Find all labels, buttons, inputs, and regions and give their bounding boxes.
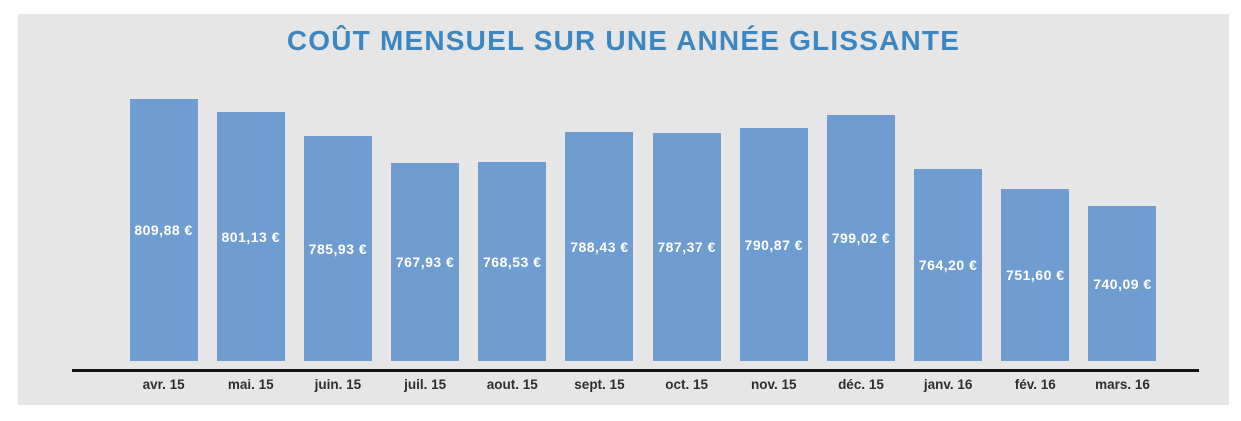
bar-value-label: 799,02 € xyxy=(831,230,891,246)
bar: 767,93 € xyxy=(391,163,460,361)
bar-area: 801,13 € xyxy=(207,83,294,361)
x-axis-tick-label: oct. 15 xyxy=(665,377,708,392)
bar: 788,43 € xyxy=(565,132,634,361)
bar-value-label: 801,13 € xyxy=(221,228,280,245)
x-axis-tick-label: janv. 16 xyxy=(923,377,973,392)
bar-column: 787,37 € oct. 15 xyxy=(643,83,730,392)
bar-column: 790,87 € nov. 15 xyxy=(730,83,817,392)
bar-value-label: 790,87 € xyxy=(744,236,804,253)
bar-area: 764,20 € xyxy=(905,83,992,361)
bar: 809,88 € xyxy=(129,99,198,361)
bar-column: 785,93 € juin. 15 xyxy=(294,83,381,392)
bar-area: 788,43 € xyxy=(556,83,643,361)
bar-column: 809,88 € avr. 15 xyxy=(120,83,207,392)
x-axis-tick-label: mars. 16 xyxy=(1095,377,1150,392)
bar-value-label: 751,60 € xyxy=(1006,267,1065,283)
bar: 787,37 € xyxy=(652,133,721,361)
bar-area: 787,37 € xyxy=(643,83,730,361)
chart-panel: COÛT MENSUEL SUR UNE ANNÉE GLISSANTE 809… xyxy=(18,14,1229,405)
bar-value-label: 767,93 € xyxy=(395,254,455,270)
bar: 740,09 € xyxy=(1088,206,1157,361)
bar-column: 764,20 € janv. 16 xyxy=(905,83,992,392)
bar-column: 788,43 € sept. 15 xyxy=(556,83,643,392)
bar-area: 767,93 € xyxy=(382,83,469,361)
bar-area: 790,87 € xyxy=(730,83,817,361)
bar-value-label: 787,37 € xyxy=(657,239,716,255)
bar-area: 768,53 € xyxy=(469,83,556,361)
x-axis-tick-label: mai. 15 xyxy=(227,377,274,392)
bar-column: 740,09 € mars. 16 xyxy=(1079,83,1166,392)
bar-column: 751,60 € fév. 16 xyxy=(992,83,1079,392)
bar: 785,93 € xyxy=(303,136,372,361)
bar-value-label: 768,53 € xyxy=(483,253,542,270)
x-axis-tick-label: déc. 15 xyxy=(838,377,884,392)
bar: 768,53 € xyxy=(478,162,547,361)
x-axis-tick-label: sept. 15 xyxy=(574,377,625,392)
x-axis-tick-label: aout. 15 xyxy=(486,377,538,392)
bar-value-label: 764,20 € xyxy=(918,257,978,273)
bar: 751,60 € xyxy=(1001,189,1070,361)
x-axis-tick-label: juil. 15 xyxy=(404,377,447,392)
x-axis-tick-label: juin. 15 xyxy=(314,377,362,392)
bar-area: 809,88 € xyxy=(120,83,207,361)
x-axis-tick-label: nov. 15 xyxy=(751,377,797,392)
bar-value-label: 740,09 € xyxy=(1093,275,1152,292)
bar-area: 799,02 € xyxy=(817,83,904,361)
bar: 799,02 € xyxy=(826,115,895,361)
bar-area: 751,60 € xyxy=(992,83,1079,361)
bar: 790,87 € xyxy=(739,128,808,361)
bar-area: 740,09 € xyxy=(1079,83,1166,361)
bar-columns: 809,88 € avr. 15 801,13 € mai. 15 785,93 € ju… xyxy=(120,83,1166,392)
bar-area: 785,93 € xyxy=(294,83,381,361)
bar-value-label: 809,88 € xyxy=(134,222,193,238)
bar-value-label: 788,43 € xyxy=(570,238,629,255)
bar-column: 799,02 € déc. 15 xyxy=(817,83,904,392)
bar-value-label: 785,93 € xyxy=(308,240,368,257)
bar-column: 768,53 € aout. 15 xyxy=(469,83,556,392)
x-axis-tick-label: avr. 15 xyxy=(142,377,185,392)
bar: 801,13 € xyxy=(216,112,285,361)
chart-title: COÛT MENSUEL SUR UNE ANNÉE GLISSANTE xyxy=(286,25,961,56)
x-axis-tick-label: fév. 16 xyxy=(1014,377,1056,392)
bar: 764,20 € xyxy=(914,169,983,361)
bar-column: 801,13 € mai. 15 xyxy=(207,83,294,392)
x-axis-line xyxy=(72,369,1199,372)
bar-column: 767,93 € juil. 15 xyxy=(382,83,469,392)
